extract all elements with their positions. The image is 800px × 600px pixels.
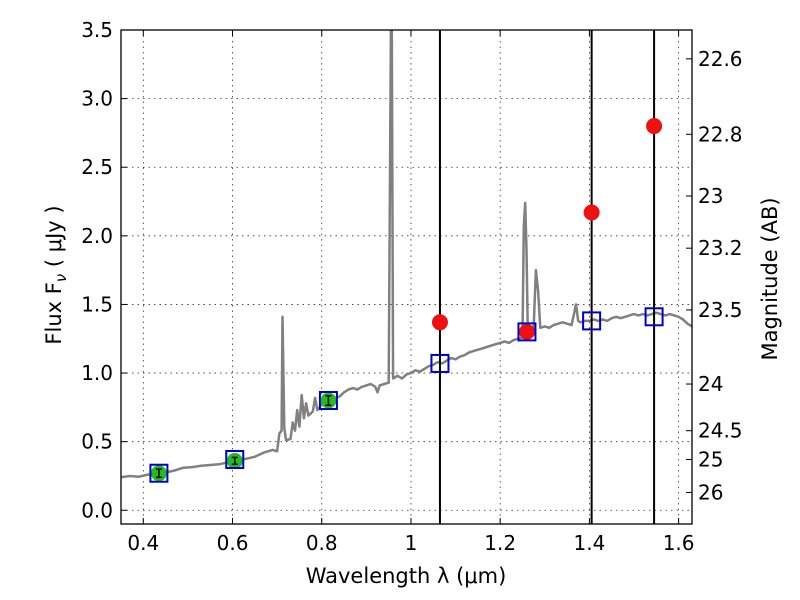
x-tick-label: 1.2 [484, 531, 516, 555]
model-photometry-square [318, 391, 338, 410]
y2-tick-label: 23.5 [698, 298, 743, 322]
y-axis-label-units: ( μJy ) [42, 205, 66, 273]
y-tick-label: 1.5 [81, 292, 113, 316]
spectrum-line [121, 30, 692, 479]
plot-frame [120, 29, 693, 525]
y-tick-label: 3.5 [81, 18, 113, 42]
y2-tick-label: 26 [698, 480, 723, 504]
y-tick-label: 2.5 [81, 155, 113, 179]
y-tick-label: 1.0 [81, 361, 113, 385]
model-photometry-square [225, 450, 245, 470]
model-photometry-square [517, 322, 537, 342]
y2-tick-label: 23.2 [698, 236, 743, 260]
y-tick-label: 0.5 [81, 430, 113, 454]
y-axis-label-subscript: ν [52, 274, 70, 282]
model-photometry-square [149, 463, 169, 483]
upper-limit-point [518, 323, 535, 340]
axes: 0.4 0.6 0.8 1 1.2 1.4 1.6 0.0 0.5 1.0 1.5 2.0 2.5 3.0… [81, 18, 742, 555]
x-tick-label: 0.8 [306, 531, 338, 555]
y2-axis-label: Magnitude (AB) [758, 197, 782, 360]
upper-limit-point [431, 314, 448, 331]
y-tick-label: 3.0 [81, 87, 113, 111]
y2-tick-label: 25 [698, 448, 723, 472]
x-tick-label: 1 [405, 531, 418, 555]
model-photometry-square [582, 311, 602, 331]
model-photometry-square [644, 307, 664, 327]
plot-content [121, 30, 692, 524]
y-tick-label: 2.0 [81, 224, 113, 248]
y2-tick-label: 23 [698, 184, 723, 208]
upper-limit-point [646, 118, 663, 135]
model-photometry-square [430, 353, 450, 373]
y-axis-label-main: Flux F [42, 282, 66, 344]
x-axis-label: Wavelength λ (μm) [306, 564, 507, 588]
y2-tick-label: 22.6 [698, 47, 743, 71]
upper-limit-point [583, 204, 600, 221]
y2-tick-label: 24 [698, 372, 723, 396]
x-tick-label: 1.4 [573, 531, 605, 555]
x-tick-label: 1.6 [663, 531, 695, 555]
x-tick-label: 0.4 [127, 531, 159, 555]
y-tick-label: 0.0 [81, 498, 113, 522]
y2-tick-label: 24.5 [698, 419, 743, 443]
y-axis-label: Flux Fν ( μJy ) [42, 205, 70, 344]
x-tick-label: 0.6 [217, 531, 249, 555]
y2-tick-label: 22.8 [698, 122, 743, 146]
